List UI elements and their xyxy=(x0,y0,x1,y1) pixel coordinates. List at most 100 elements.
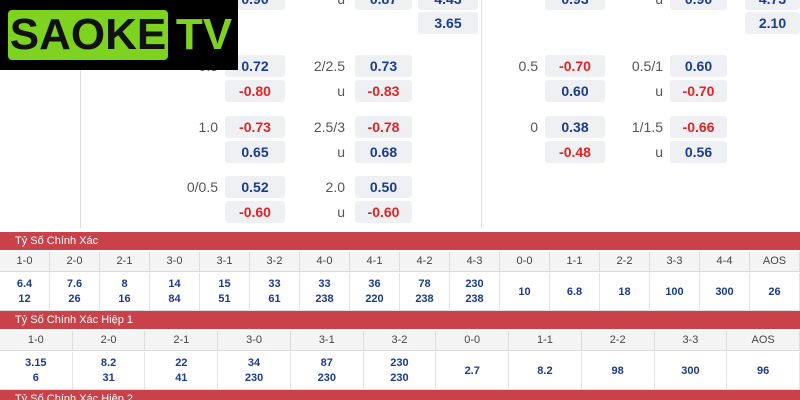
score-cell: 15 51 xyxy=(200,273,250,311)
section-header: Tỷ Số Chính Xác Hiệp 2 xyxy=(0,390,800,400)
odds-box: 0.93 xyxy=(545,0,605,10)
odds-box: 3.65 xyxy=(418,12,478,34)
ou-mark: u xyxy=(655,144,663,160)
odds-box: 4.73 xyxy=(745,0,800,10)
score-odds: 230 xyxy=(317,372,336,384)
score-cell: 87 230 xyxy=(290,352,364,390)
odds-box: -0.48 xyxy=(545,141,605,163)
column-header: 1-0 xyxy=(0,252,50,272)
score-cell: 33 61 xyxy=(250,273,300,311)
score-odds: 33 xyxy=(268,278,281,290)
score-cell: 96 xyxy=(727,352,800,390)
score-odds: 230 xyxy=(390,372,409,384)
odds-box: -0.78 xyxy=(355,116,412,138)
score-cell: 2.7 xyxy=(436,352,510,390)
column-header: 4-0 xyxy=(300,252,350,272)
score-odds: 31 xyxy=(102,372,115,384)
score-cell: 300 xyxy=(700,273,750,311)
score-odds: 41 xyxy=(175,372,188,384)
handicap-line: 0 xyxy=(530,119,538,135)
column-header: 1-1 xyxy=(509,331,582,351)
score-cell: 10 xyxy=(500,273,550,311)
score-odds: 8 xyxy=(121,278,128,290)
score-cell: 230 238 xyxy=(450,273,500,311)
column-header: 2-1 xyxy=(100,252,150,272)
score-cell: 18 xyxy=(600,273,650,311)
score-odds: 15 xyxy=(218,278,231,290)
column-header: 2-2 xyxy=(600,252,650,272)
column-header: 2-0 xyxy=(50,252,100,272)
score-cell: 6.8 xyxy=(550,273,600,311)
panel-divider xyxy=(80,0,81,228)
ou-mark: u xyxy=(285,0,345,10)
panel-divider xyxy=(481,0,482,228)
score-odds: 78 xyxy=(418,278,431,290)
ou-mark: u xyxy=(337,204,345,220)
odds-box: 0.38 xyxy=(545,116,605,138)
column-header: 0-0 xyxy=(436,331,510,351)
score-cell: 22 41 xyxy=(145,352,219,390)
column-header: 2-2 xyxy=(581,331,655,351)
odds-box: -0.80 xyxy=(225,80,285,102)
odds-box: 0.90 xyxy=(225,0,285,10)
score-cell: 8 16 xyxy=(100,273,150,311)
score-odds: 220 xyxy=(365,293,384,305)
odds-box: 0.65 xyxy=(225,141,285,163)
column-header: 3-3 xyxy=(650,252,700,272)
score-odds: 84 xyxy=(168,293,181,305)
odds-box: -0.66 xyxy=(670,116,727,138)
column-header: AOS xyxy=(750,252,800,272)
odds-box: 0.60 xyxy=(670,55,727,77)
score-odds: 300 xyxy=(681,365,700,377)
odds-box: 0.72 xyxy=(225,55,285,77)
score-cell: 26 xyxy=(750,273,800,311)
score-odds: 16 xyxy=(118,293,131,305)
total-line: 0.5/1 xyxy=(631,58,663,74)
column-header: 4-2 xyxy=(400,252,450,272)
score-odds: 18 xyxy=(618,286,631,298)
score-odds: 3.15 xyxy=(25,357,47,369)
odds-box: 4.43 xyxy=(418,0,478,10)
column-header: 1-0 xyxy=(0,331,73,351)
score-odds: 230 xyxy=(244,372,264,384)
score-odds: 12 xyxy=(18,293,31,305)
column-header: 0-0 xyxy=(500,252,550,272)
column-header: 2-1 xyxy=(145,331,219,351)
odds-box: -0.60 xyxy=(225,201,285,223)
odds-box: -0.60 xyxy=(355,201,412,223)
score-odds: 8.2 xyxy=(537,365,553,377)
score-odds: 34 xyxy=(247,357,261,369)
column-header: 3-2 xyxy=(363,331,437,351)
score-odds: 51 xyxy=(218,293,231,305)
score-cell: 78 238 xyxy=(400,273,450,311)
column-header: 3-2 xyxy=(250,252,300,272)
logo-brand: SAOKE xyxy=(8,10,168,60)
handicap-line: 1.0 xyxy=(198,119,218,135)
column-header: 3-0 xyxy=(150,252,200,272)
score-cell: 300 xyxy=(654,352,728,390)
score-cell: 7.6 26 xyxy=(50,273,100,311)
score-cell: 36 220 xyxy=(350,273,400,311)
ou-mark: u xyxy=(337,83,345,99)
column-header: 4-3 xyxy=(450,252,500,272)
score-odds: 14 xyxy=(168,278,181,290)
score-odds: 26 xyxy=(768,286,781,298)
score-odds: 238 xyxy=(415,293,434,305)
score-cell: 98 xyxy=(581,352,655,390)
odds-box: -0.83 xyxy=(355,80,412,102)
column-header: AOS xyxy=(727,331,800,351)
column-header: 3-3 xyxy=(654,331,728,351)
odds-box: 0.68 xyxy=(355,141,412,163)
score-odds: 2.7 xyxy=(464,365,480,377)
column-header: 4-4 xyxy=(700,252,750,272)
score-cell: 100 xyxy=(650,273,700,311)
score-odds: 100 xyxy=(665,286,684,298)
score-cell: 14 84 xyxy=(150,273,200,311)
score-cell: 33 238 xyxy=(300,273,350,311)
score-odds: 230 xyxy=(390,357,409,369)
score-cell: 230 230 xyxy=(363,352,437,390)
score-odds: 300 xyxy=(715,286,734,298)
score-cell: 8.2 xyxy=(509,352,582,390)
handicap-line: 0.5 xyxy=(518,58,538,74)
